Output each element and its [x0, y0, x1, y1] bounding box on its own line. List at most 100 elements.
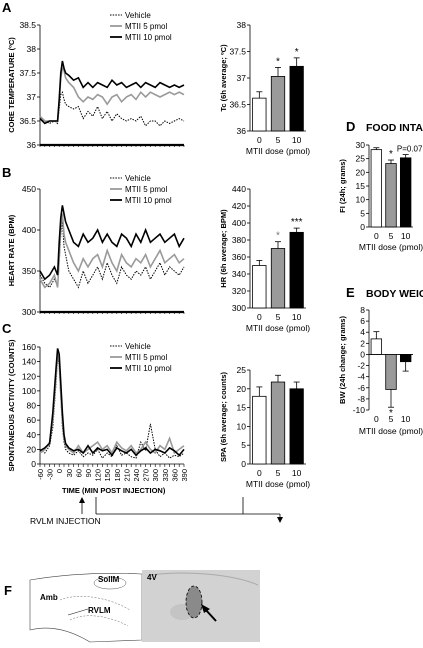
- y-axis-title: FI (24h; grams): [338, 159, 347, 213]
- x-tick-label: 0: [257, 312, 262, 322]
- x-tick-label: 10: [401, 414, 411, 424]
- legend-label-mtii5: MTII 5 pmol: [125, 353, 167, 362]
- x-tick-label: 390: [180, 469, 189, 482]
- legend-label-vehicle: Vehicle: [125, 11, 151, 20]
- food-intake-title: FOOD INTAKE: [366, 122, 423, 134]
- time-axis-label: TIME (MIN POST INJECTION): [62, 486, 166, 495]
- injection-label: RVLM INJECTION: [30, 516, 101, 526]
- y-axis-title: Tc (6h average; ºC): [219, 44, 228, 112]
- x-tick-label: 5: [389, 414, 394, 424]
- legend-label-vehicle: Vehicle: [125, 342, 151, 351]
- legend-label-mtii5: MTII 5 pmol: [125, 22, 167, 31]
- y-tick-label: 350: [22, 266, 36, 276]
- y-tick-label: 440: [232, 184, 246, 194]
- y-axis-title: SPONTANEOUS ACTIVITY (COUNTS): [7, 339, 16, 471]
- y-tick-label: -6: [357, 383, 365, 393]
- y-tick-label: 37: [237, 73, 247, 83]
- legend-label-mtii10: MTII 10 pmol: [125, 364, 172, 373]
- bar-0: [252, 265, 267, 309]
- y-tick-label: 38: [27, 44, 37, 54]
- y-tick-label: 5: [241, 440, 246, 450]
- x-tick-label: 270: [142, 469, 151, 482]
- bar-5: [270, 248, 286, 309]
- x-axis-title: MTII dose (pmol): [359, 242, 423, 252]
- y-tick-label: 4: [360, 327, 365, 337]
- x-tick-label: 210: [122, 469, 131, 482]
- y-tick-label: 120: [22, 371, 36, 381]
- y-tick-label: 36.5: [229, 100, 246, 110]
- bar-0: [252, 97, 267, 132]
- panel-label-e: E: [346, 285, 355, 300]
- y-tick-label: 0: [360, 222, 365, 232]
- y-tick-label: 37.5: [19, 68, 36, 78]
- y-tick-label: 20: [27, 444, 37, 454]
- panel-label-d: D: [346, 119, 355, 134]
- x-tick-label: -30: [46, 469, 55, 480]
- y-tick-label: 0: [31, 459, 36, 469]
- injection-arrow-head: [79, 497, 85, 503]
- x-axis-title: MTII dose (pmol): [359, 426, 423, 436]
- label-4v: 4V: [147, 573, 157, 582]
- schematic-background: [30, 570, 142, 642]
- y-tick-label: 300: [22, 307, 36, 317]
- significance-marker: ***: [291, 217, 303, 228]
- y-tick-label: 400: [22, 225, 36, 235]
- label-sol: SolIM: [98, 575, 120, 584]
- y-tick-label: 140: [22, 357, 36, 367]
- significance-marker: P=0.07: [397, 145, 423, 154]
- x-tick-label: 5: [276, 135, 281, 145]
- y-tick-label: -2: [357, 361, 365, 371]
- y-tick-label: -4: [357, 372, 365, 382]
- panel-label-a: A: [2, 0, 12, 15]
- bar-0: [370, 149, 383, 228]
- x-tick-label: 330: [161, 469, 170, 482]
- significance-marker: *: [276, 56, 280, 67]
- core-temperature-bar-chart: 36 36.5 37 37.5 38 0 5 * 10 * MTII dose (pmol) Tc (…: [219, 20, 310, 156]
- histology-tissue-edge: [149, 572, 259, 586]
- y-tick-label: 450: [22, 184, 36, 194]
- rvlm-pointer: [67, 608, 89, 616]
- series-line-mtii10: [39, 60, 185, 125]
- x-tick-label: 0: [374, 231, 379, 241]
- heart-rate-bar-chart: 300 320 340 360 380 400 420 440 0 5 * 10 *** MTII dos…: [219, 184, 310, 333]
- y-axis-title: BW (24h change; grams): [338, 316, 347, 404]
- x-tick-label: 120: [94, 469, 103, 482]
- bar-5: [385, 354, 397, 390]
- y-tick-label: 60: [27, 415, 37, 425]
- series-line-vehicle: [39, 90, 185, 127]
- x-tick-label: 90: [84, 469, 93, 477]
- y-tick-label: 360: [232, 252, 246, 262]
- y-tick-label: 420: [232, 201, 246, 211]
- bar-5: [270, 381, 286, 465]
- x-tick-label: 0: [374, 414, 379, 424]
- legend-label-mtii10: MTII 10 pmol: [125, 33, 172, 42]
- bar-10: [289, 231, 304, 309]
- y-tick-label: 40: [27, 430, 37, 440]
- y-tick-label: 400: [232, 218, 246, 228]
- heart-rate-timecourse-chart: 300 350 400 450 HEART RATE (BPM) Vehicle MTII …: [7, 174, 185, 317]
- y-tick-label: 20: [356, 167, 366, 177]
- y-axis-title: SPA (6h average; counts): [219, 371, 228, 462]
- label-rvlm: RVLM: [88, 606, 111, 615]
- series-line-mtii10: [39, 348, 185, 457]
- bar-5: [385, 163, 397, 228]
- y-tick-label: 36: [237, 126, 247, 136]
- schematic-nucleus-contour: [69, 615, 129, 627]
- panel-label-b: B: [2, 165, 11, 180]
- x-axis-title: MTII dose (pmol): [246, 146, 310, 156]
- y-tick-label: 37: [27, 92, 37, 102]
- x-tick-label: 10: [401, 231, 411, 241]
- y-tick-label: 2: [360, 338, 365, 348]
- significance-marker: *: [295, 47, 299, 58]
- series-line-mtii5: [39, 213, 185, 289]
- y-tick-label: 380: [232, 235, 246, 245]
- panel-label-c: C: [2, 321, 12, 336]
- injection-site-arrow-head: [201, 604, 210, 613]
- bracket-arrow-head: [277, 517, 283, 523]
- series-line-mtii10: [39, 205, 185, 281]
- y-tick-label: 300: [232, 303, 246, 313]
